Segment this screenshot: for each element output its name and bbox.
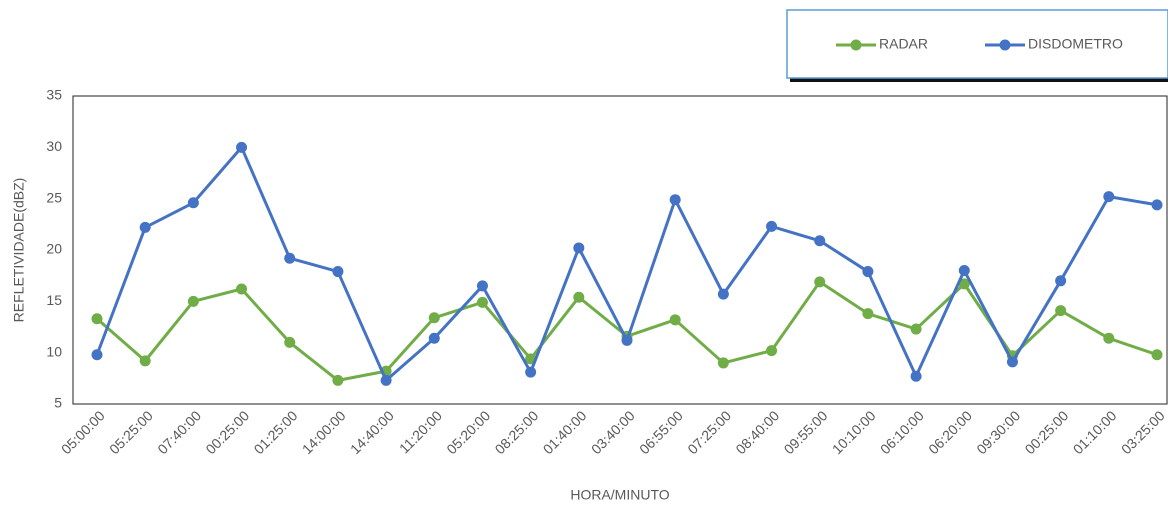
data-point	[332, 374, 344, 386]
x-tick-label: 10:10:00	[829, 407, 879, 457]
data-point	[476, 296, 488, 308]
data-point	[862, 266, 874, 278]
data-point	[1055, 275, 1067, 287]
data-point	[236, 283, 248, 295]
data-point	[139, 221, 151, 233]
plot-frame	[72, 95, 1168, 405]
data-point	[910, 370, 922, 382]
data-point	[862, 308, 874, 320]
y-tick-label: 15	[46, 292, 62, 308]
legend-label: DISDOMETRO	[1028, 36, 1123, 52]
x-tick-label: 09:55:00	[781, 407, 831, 457]
data-point	[91, 349, 103, 361]
x-tick-label: 05:00:00	[58, 407, 108, 457]
data-point	[380, 374, 392, 386]
legend-marker	[850, 39, 862, 51]
data-point	[910, 323, 922, 335]
x-tick-label: 00:25:00	[202, 407, 252, 457]
x-tick-label: 06:55:00	[636, 407, 686, 457]
data-point	[814, 276, 826, 288]
x-tick-label: 01:25:00	[251, 407, 301, 457]
x-tick-label: 06:20:00	[925, 407, 975, 457]
y-tick-label: 35	[46, 87, 62, 103]
data-point	[1055, 305, 1067, 317]
x-tick-label: 01:10:00	[1070, 407, 1120, 457]
data-point	[1151, 349, 1163, 361]
y-tick-label: 30	[46, 138, 62, 154]
legend-marker	[999, 39, 1011, 51]
x-tick-label: 08:25:00	[492, 407, 542, 457]
x-tick-label: 01:40:00	[540, 407, 590, 457]
y-tick-label: 25	[46, 189, 62, 205]
data-point	[958, 278, 970, 290]
data-point	[476, 280, 488, 292]
x-tick-label: 11:20:00	[396, 407, 445, 456]
x-tick-label: 05:25:00	[106, 407, 156, 457]
data-point	[284, 252, 296, 264]
data-point	[236, 141, 248, 153]
data-point	[958, 265, 970, 277]
x-tick-label: 07:40:00	[154, 407, 204, 457]
y-tick-label: 10	[46, 343, 62, 359]
data-point	[525, 366, 537, 378]
data-point	[814, 235, 826, 247]
legend-label: RADAR	[879, 36, 928, 52]
x-tick-label: 03:25:00	[1118, 407, 1168, 457]
data-point	[766, 345, 778, 357]
data-point	[573, 242, 585, 254]
data-point	[1103, 191, 1115, 203]
data-point	[621, 334, 633, 346]
x-tick-label: 07:25:00	[684, 407, 734, 457]
x-tick-label: 14:00:00	[299, 407, 349, 457]
data-point	[332, 266, 344, 278]
x-tick-label: 00:25:00	[1022, 407, 1072, 457]
data-point	[428, 312, 440, 324]
data-point	[284, 336, 296, 348]
data-point	[187, 197, 199, 209]
x-axis-title: HORA/MINUTO	[570, 487, 669, 503]
data-point	[428, 332, 440, 344]
y-tick-label: 5	[54, 395, 62, 411]
data-point	[717, 357, 729, 369]
data-point	[1151, 199, 1163, 211]
data-point	[139, 355, 151, 367]
data-point	[573, 291, 585, 303]
x-tick-label: 14:40:00	[347, 407, 397, 457]
data-point	[1103, 332, 1115, 344]
data-point	[717, 288, 729, 300]
x-tick-label: 05:20:00	[443, 407, 493, 457]
data-point	[766, 220, 778, 232]
x-tick-label: 08:40:00	[732, 407, 782, 457]
x-tick-label: 06:10:00	[877, 407, 927, 457]
x-tick-label: 03:40:00	[588, 407, 638, 457]
y-tick-label: 20	[46, 241, 62, 257]
data-point	[669, 314, 681, 326]
data-point	[91, 313, 103, 325]
data-point	[187, 295, 199, 307]
data-point	[669, 194, 681, 206]
x-tick-label: 09:30:00	[973, 407, 1023, 457]
y-axis-title: REFLETIVIDADE(dBZ)	[11, 178, 27, 323]
data-point	[1006, 356, 1018, 368]
